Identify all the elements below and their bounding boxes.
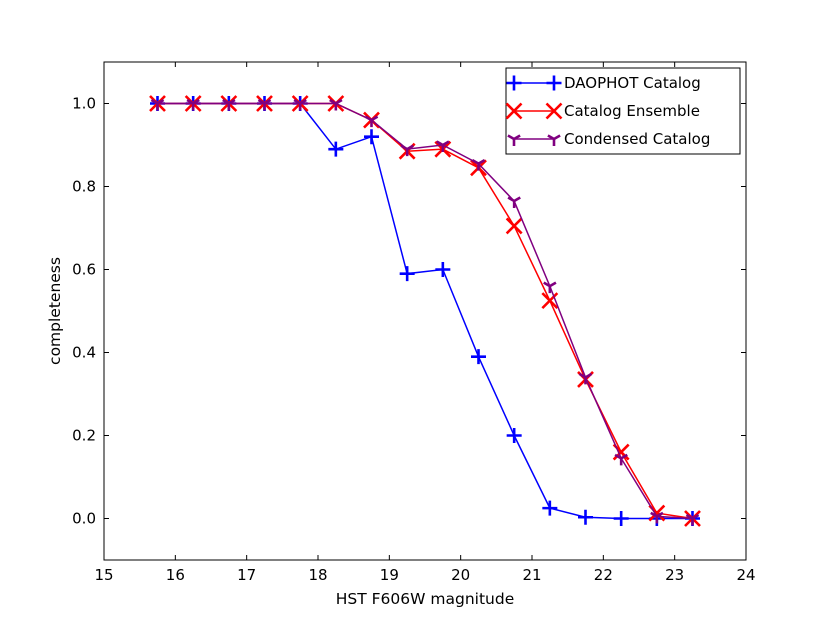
y-tick-label: 1.0 xyxy=(72,95,96,113)
y-tick-label: 0.2 xyxy=(72,427,96,445)
ticks-layer: 15 16 17 18 19 20 21 22 23 24 0.0 0.2 0.4 0.6 0.8 1.0 xyxy=(72,62,756,584)
data-point xyxy=(505,217,523,235)
data-point xyxy=(435,262,451,277)
data-point xyxy=(506,428,522,443)
legend: DAOPHOT Catalog Catalog Ensemble Condensed… xyxy=(505,67,741,155)
legend-marker xyxy=(505,102,523,120)
legend-entry-1: Catalog Ensemble xyxy=(505,102,700,120)
data-point xyxy=(578,509,593,525)
legend-marker xyxy=(547,134,561,146)
series-line xyxy=(157,102,693,520)
y-tick-label: 0.4 xyxy=(72,344,96,362)
x-tick-label: 17 xyxy=(237,566,256,584)
series-layer xyxy=(149,95,701,527)
x-tick-label: 22 xyxy=(594,566,613,584)
x-tick-label: 16 xyxy=(166,566,185,584)
data-point xyxy=(436,140,450,152)
data-point xyxy=(328,141,344,157)
legend-label: DAOPHOT Catalog xyxy=(564,74,701,92)
data-point xyxy=(150,98,165,111)
y-tick-label: 0.6 xyxy=(72,261,96,279)
legend-marker xyxy=(506,75,522,91)
data-point xyxy=(578,372,593,385)
data-point xyxy=(364,129,379,145)
data-point xyxy=(614,453,628,466)
data-point xyxy=(613,511,629,526)
plot-frame xyxy=(103,61,747,561)
x-axis-label: HST F606W magnitude xyxy=(336,590,515,608)
x-tick-label: 19 xyxy=(380,566,399,584)
legend-marker xyxy=(507,134,521,146)
data-point xyxy=(471,349,486,365)
legend-marker xyxy=(546,75,562,91)
legend-label: Condensed Catalog xyxy=(564,130,710,148)
data-point xyxy=(471,159,486,171)
data-point xyxy=(685,513,700,526)
y-axis-label: completeness xyxy=(46,257,64,365)
legend-entry-2: Condensed Catalog xyxy=(507,130,710,148)
legend-marker xyxy=(545,102,563,120)
data-point xyxy=(543,281,557,294)
x-tick-label: 24 xyxy=(736,566,755,584)
y-tick-label: 0.8 xyxy=(72,178,96,196)
series-2 xyxy=(150,98,700,526)
data-point xyxy=(507,196,521,209)
data-point xyxy=(364,115,379,128)
x-tick-label: 18 xyxy=(308,566,327,584)
legend-entry-0: DAOPHOT Catalog xyxy=(506,74,701,92)
data-point xyxy=(329,98,343,111)
data-point xyxy=(257,98,272,111)
x-tick-label: 20 xyxy=(451,566,470,584)
data-point xyxy=(542,500,558,516)
data-point xyxy=(650,511,664,524)
data-point xyxy=(541,292,559,310)
x-tick-label: 23 xyxy=(665,566,684,584)
legend-label: Catalog Ensemble xyxy=(564,102,700,120)
data-point xyxy=(400,144,414,157)
y-tick-label: 0.0 xyxy=(72,510,96,528)
data-point xyxy=(293,98,307,111)
data-point xyxy=(222,98,236,111)
x-tick-label: 15 xyxy=(94,566,113,584)
data-point xyxy=(399,266,415,282)
x-tick-label: 21 xyxy=(522,566,541,584)
data-point xyxy=(186,98,200,111)
